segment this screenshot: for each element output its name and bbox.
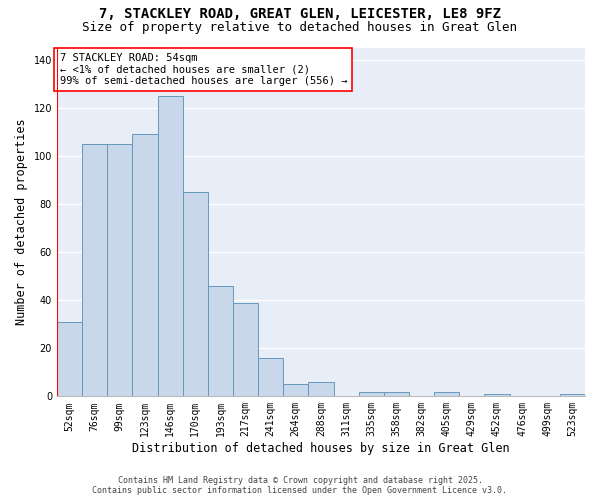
Bar [233, 302, 258, 396]
Bar [82, 144, 107, 396]
Bar [208, 286, 233, 397]
Bar [560, 394, 585, 396]
Bar [359, 392, 384, 396]
Bar [107, 144, 133, 396]
Text: Contains HM Land Registry data © Crown copyright and database right 2025.
Contai: Contains HM Land Registry data © Crown c… [92, 476, 508, 495]
Bar [158, 96, 182, 397]
Text: 7 STACKLEY ROAD: 54sqm
← <1% of detached houses are smaller (2)
99% of semi-deta: 7 STACKLEY ROAD: 54sqm ← <1% of detached… [59, 52, 347, 86]
Bar [182, 192, 208, 396]
X-axis label: Distribution of detached houses by size in Great Glen: Distribution of detached houses by size … [132, 442, 510, 455]
Bar [283, 384, 308, 396]
Bar [384, 392, 409, 396]
Text: Size of property relative to detached houses in Great Glen: Size of property relative to detached ho… [83, 21, 517, 34]
Bar [434, 392, 459, 396]
Text: 7, STACKLEY ROAD, GREAT GLEN, LEICESTER, LE8 9FZ: 7, STACKLEY ROAD, GREAT GLEN, LEICESTER,… [99, 8, 501, 22]
Bar [308, 382, 334, 396]
Bar [258, 358, 283, 397]
Bar [57, 322, 82, 396]
Bar [133, 134, 158, 396]
Y-axis label: Number of detached properties: Number of detached properties [15, 118, 28, 325]
Bar [484, 394, 509, 396]
